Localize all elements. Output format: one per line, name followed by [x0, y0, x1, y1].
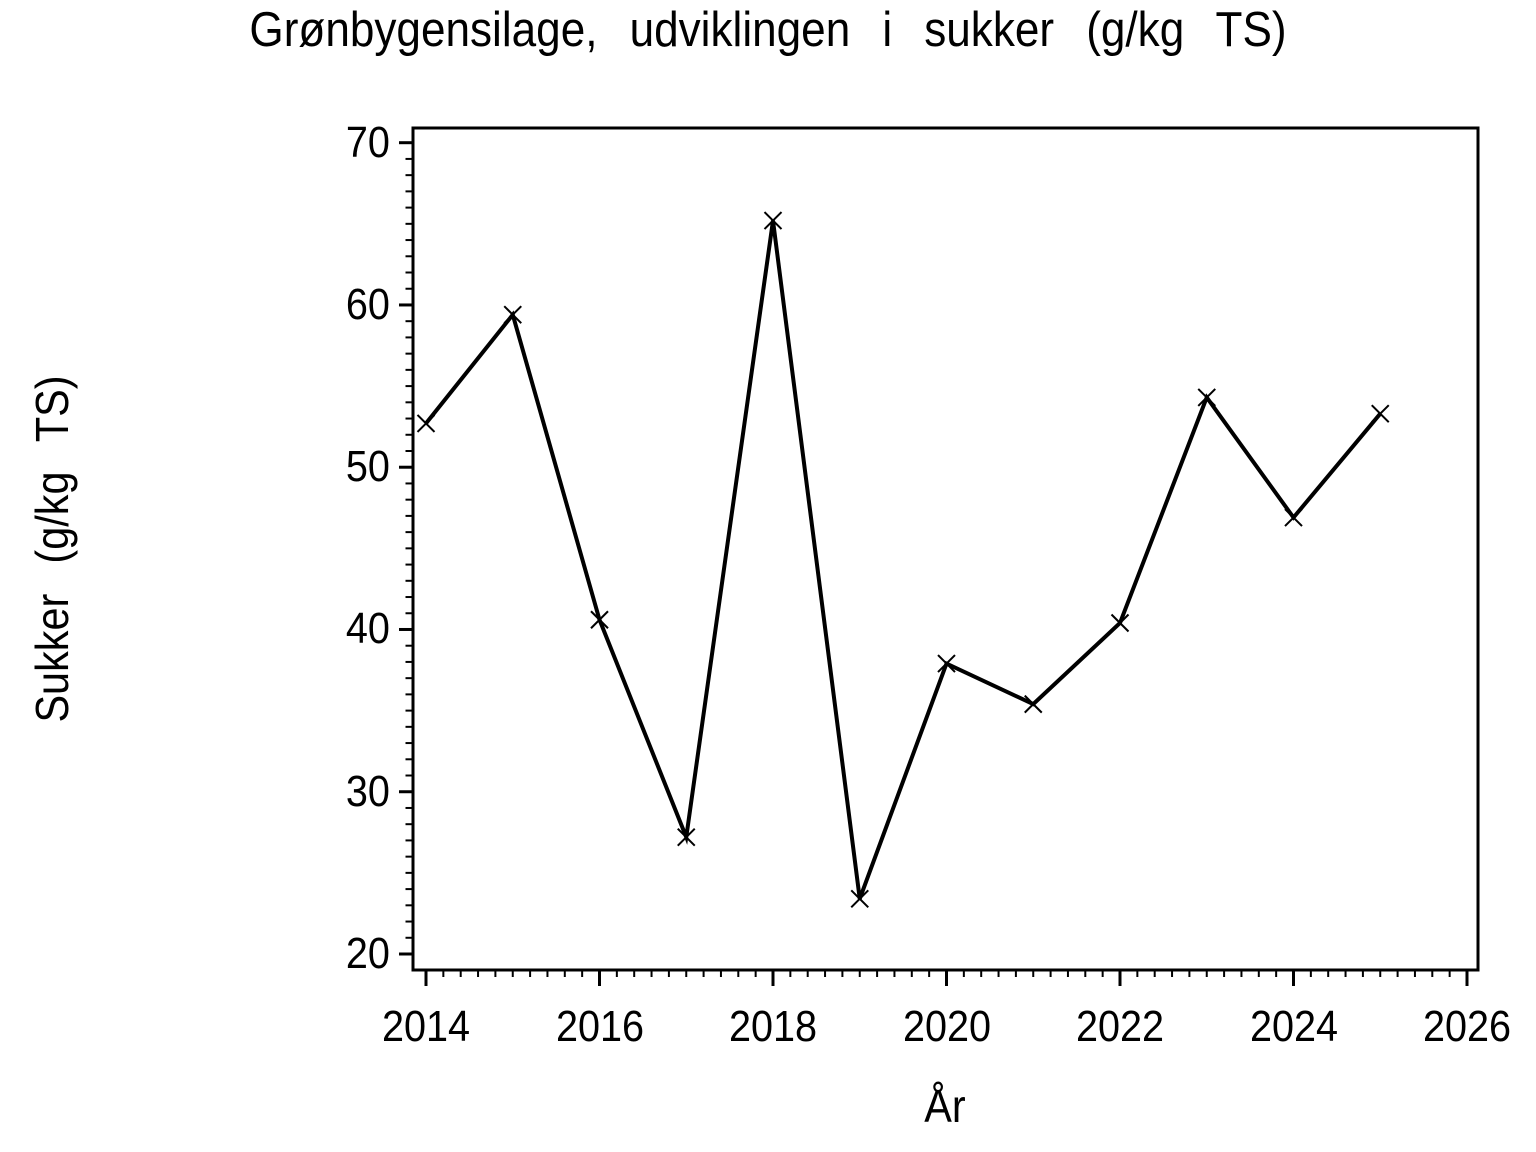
x-marker	[1024, 694, 1043, 714]
data-line	[424, 220, 1382, 900]
chart-title: Grønbygensilage, udviklingen i sukker (g…	[249, 3, 1287, 57]
x-tick-label: 2020	[902, 1002, 991, 1051]
x-marker	[1110, 613, 1130, 633]
y-tick-label: 30	[345, 766, 390, 816]
x-tick-label: 2016	[555, 1002, 644, 1051]
y-major-ticks	[399, 141, 413, 956]
x-marker	[763, 211, 783, 230]
y-tick-label: 50	[345, 442, 390, 492]
x-tick-label: 2024	[1249, 1002, 1338, 1051]
x-marker	[1197, 388, 1216, 407]
x-tick-label: 2018	[728, 1002, 818, 1051]
x-marker	[590, 610, 609, 629]
x-minor-ticks	[442, 970, 1451, 977]
y-tick-label: 70	[345, 117, 390, 167]
plot-frame	[411, 126, 1480, 972]
x-tick-label: 2014	[381, 1002, 471, 1051]
x-marker	[1284, 508, 1303, 527]
x-marker	[937, 654, 956, 673]
x-marker	[677, 827, 696, 847]
y-tick-label: 20	[345, 929, 390, 978]
y-tick-label: 40	[345, 604, 390, 654]
x-axis-title: År	[924, 1080, 966, 1132]
x-marker	[1371, 404, 1390, 423]
data-markers	[416, 211, 1390, 909]
y-tick-label: 60	[345, 279, 390, 329]
x-tick-label: 2022	[1075, 1002, 1165, 1051]
x-marker	[503, 305, 522, 324]
x-major-ticks	[424, 970, 1469, 986]
x-tick-label: 2026	[1422, 1002, 1512, 1051]
x-marker	[850, 889, 869, 909]
x-marker	[416, 414, 436, 433]
y-minor-ticks	[405, 157, 413, 939]
